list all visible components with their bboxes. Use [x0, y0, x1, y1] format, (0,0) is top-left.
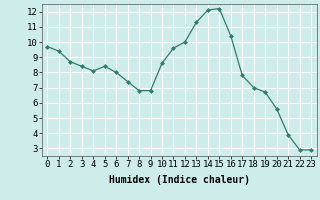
X-axis label: Humidex (Indice chaleur): Humidex (Indice chaleur) — [109, 175, 250, 185]
